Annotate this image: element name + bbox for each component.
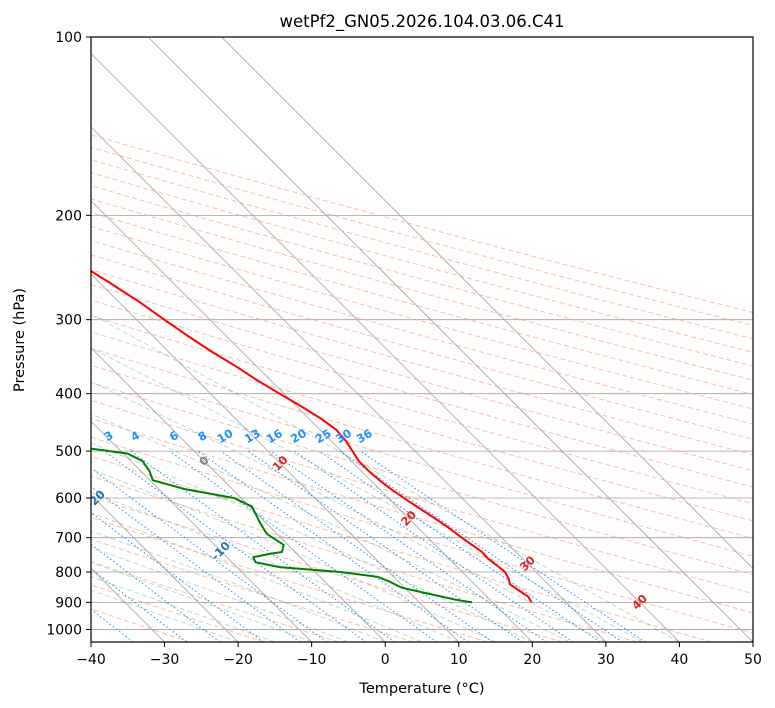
mixing-ratio-line [130, 450, 396, 642]
x-tick-label: 0 [381, 652, 390, 668]
x-axis-title: Temperature (°C) [358, 681, 484, 697]
mixing-ratio-line [360, 450, 646, 642]
isotherm-line [91, 273, 460, 642]
chart-title: wetPf2_GN05.2026.104.03.06.C41 [280, 12, 565, 32]
dry-adiabat-line [91, 608, 190, 642]
y-tick-label: 600 [55, 491, 82, 507]
y-tick-label: 1000 [46, 622, 82, 638]
dry-adiabat-line [91, 239, 753, 425]
dry-adiabat-line [91, 364, 753, 557]
mixing-ratio-label: 4 [128, 428, 142, 444]
mixing-ratio-label: 25 [313, 426, 334, 446]
dry-adiabat-line [91, 561, 339, 642]
profile-lines [91, 269, 533, 604]
mixing-ratio-label: 16 [264, 426, 285, 446]
y-tick-label: 700 [55, 531, 82, 547]
y-tick-label: 500 [55, 444, 82, 460]
x-tick-label: 10 [450, 652, 468, 668]
dry-adiabat-line [91, 538, 414, 642]
dry-adiabat-line [91, 417, 753, 614]
mixing-ratio-line [220, 450, 493, 642]
moist-adiabat-line [91, 589, 239, 642]
x-tick-label: 40 [671, 652, 689, 668]
dry-adiabat-line [91, 185, 753, 367]
dry-adiabat-line [91, 198, 753, 381]
x-tick-label: 20 [523, 652, 541, 668]
dry-adiabat-line [91, 455, 712, 642]
dry-adiabat-line [91, 225, 753, 410]
isotherm-line [91, 126, 607, 642]
y-tick-label: 800 [55, 565, 82, 581]
temperature-profile-line [91, 269, 533, 603]
plot-frame [90, 36, 754, 643]
mixing-ratio-line [91, 568, 187, 642]
mixing-ratio-label: 1 [7, 428, 21, 444]
moist-adiabat-line [91, 491, 459, 642]
moist-adiabat-line [91, 530, 386, 642]
mixing-ratio-label: 36 [354, 426, 375, 446]
y-axis-title: Pressure (hPa) [12, 288, 28, 392]
mixing-ratio-line [339, 450, 623, 642]
x-tick-label: 30 [597, 652, 615, 668]
y-tick-label: 300 [55, 313, 82, 329]
isotherm-line [147, 37, 753, 642]
y-tick-label: 200 [55, 208, 82, 224]
dry-adiabat-line [91, 331, 753, 522]
isotherm-line [91, 420, 312, 642]
moist-adiabat-line [91, 313, 680, 642]
dewpoint-profile-line [91, 447, 473, 604]
x-tick-label: −30 [150, 652, 180, 668]
x-tick-label: −40 [76, 652, 106, 668]
moist-adiabat-line [91, 381, 607, 642]
moist-adiabat-line [91, 468, 496, 642]
mixing-ratio-line [197, 450, 469, 642]
moist-adiabat-line [91, 546, 349, 642]
dry-adiabat-line [91, 399, 753, 595]
mixing-ratio-label: 30 [333, 426, 354, 446]
x-tick-label: −10 [297, 652, 327, 668]
isotherm-line [91, 347, 386, 642]
dry-adiabat-line [91, 496, 563, 642]
isotherm-line [91, 52, 680, 642]
dry-adiabat-line [91, 172, 753, 353]
axes: −40 −30 −20 −10 0 10 20 30 40 50 1000 900 800 700 600 5… [46, 30, 762, 668]
dry-adiabat-line [91, 212, 753, 395]
mixing-ratio-label: 13 [242, 426, 263, 446]
line-labels: -100-90-80-70-60-50-40-30-20-10010203040… [7, 426, 650, 613]
dry-adiabat-line [91, 517, 489, 642]
moist-adiabat-line [91, 347, 643, 642]
mixing-ratio-line [169, 450, 438, 642]
moist-adiabat-line [91, 413, 570, 642]
dry-adiabat-line [91, 159, 753, 340]
mixing-ratio-line [318, 450, 601, 642]
isotherm-line [91, 200, 533, 642]
mixing-ratio-line [91, 543, 221, 642]
y-tick-label: 400 [55, 387, 82, 403]
moist-adiabat-line [91, 562, 312, 642]
mixing-ratio-line [91, 467, 328, 642]
mixing-ratio-label: 10 [215, 426, 236, 446]
mixing-ratio-line [269, 450, 547, 642]
dry-adiabat-line [91, 254, 753, 440]
dry-adiabat-line [91, 146, 753, 326]
background-lines [91, 37, 753, 642]
x-tick-label: 50 [744, 652, 762, 668]
mixing-ratio-line [104, 450, 367, 642]
y-tick-label: 100 [55, 30, 82, 46]
isotherm-line [221, 37, 753, 570]
x-tick-label: −20 [223, 652, 253, 668]
isotherm-line [91, 494, 239, 642]
y-tick-label: 900 [55, 595, 82, 611]
mixing-ratio-label: 20 [288, 426, 309, 446]
mixing-ratio-label: 3 [102, 428, 116, 444]
dry-adiabat-line [91, 269, 753, 456]
moist-adiabat-line [91, 442, 533, 642]
mixing-ratio-label: 2 [66, 428, 80, 444]
dry-adiabat-line [91, 134, 753, 313]
